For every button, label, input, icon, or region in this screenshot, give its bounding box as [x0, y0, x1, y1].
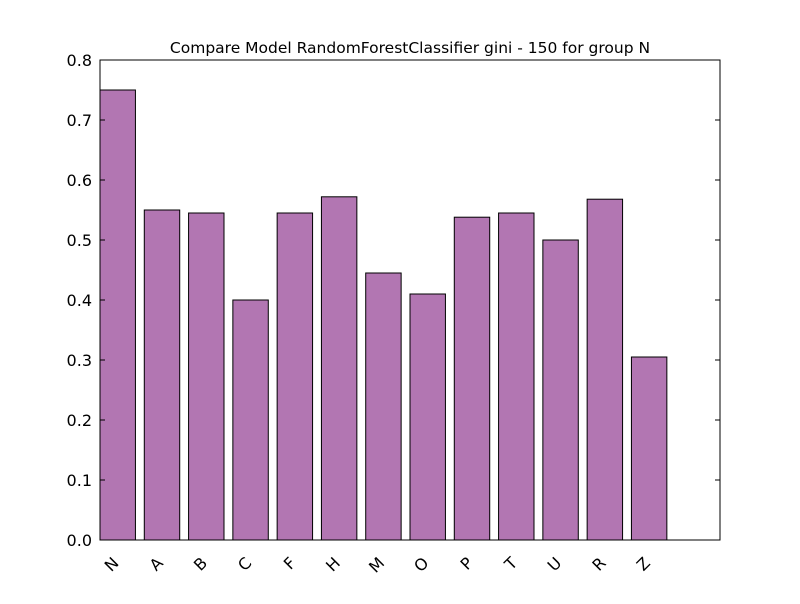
y-tick-label: 0.0 [67, 531, 92, 550]
y-tick-label: 0.5 [67, 231, 92, 250]
bar-M [365, 272, 402, 541]
bar-C [232, 299, 269, 541]
bar-H [320, 196, 358, 541]
bar-P [453, 216, 491, 541]
y-tick-label: 0.4 [67, 291, 92, 310]
bar-U [542, 239, 579, 541]
bar-B [188, 212, 225, 541]
bar-Z [630, 356, 668, 541]
bar-N [99, 89, 136, 541]
bar-A [143, 209, 181, 541]
bar-R [586, 198, 624, 541]
bar-O [409, 293, 446, 541]
bars-layer [99, 89, 668, 541]
chart-title: Compare Model RandomForestClassifier gin… [170, 39, 650, 57]
bar-F [276, 212, 314, 541]
y-tick-label: 0.1 [67, 471, 92, 490]
y-tick-label: 0.6 [67, 171, 92, 190]
y-tick-label: 0.7 [67, 111, 92, 130]
bar-T [498, 212, 535, 541]
plot-frame [99, 59, 721, 541]
y-tick-label: 0.2 [67, 411, 92, 430]
y-tick-label: 0.3 [67, 351, 92, 370]
y-tick-label: 0.8 [67, 51, 92, 70]
